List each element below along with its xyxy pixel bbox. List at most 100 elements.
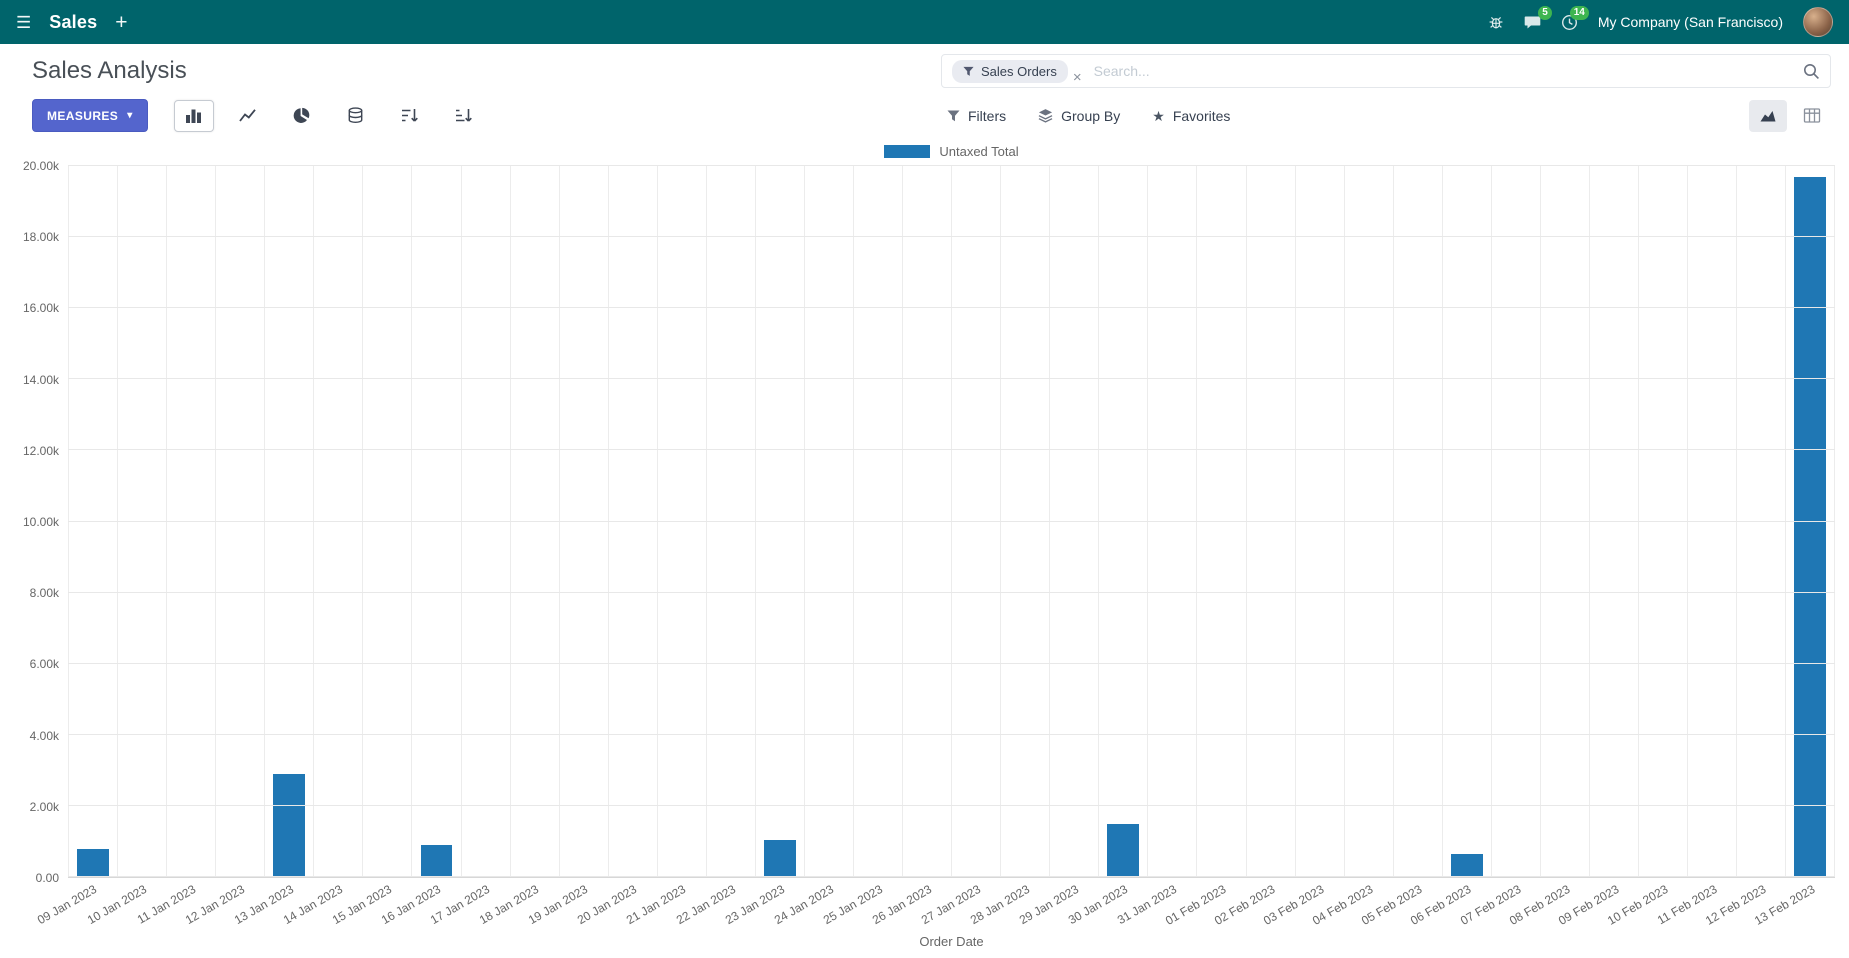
- bar-chart-button[interactable]: [173, 99, 214, 132]
- chart-column: [362, 166, 411, 877]
- gridline: [68, 520, 1835, 522]
- search-bar[interactable]: Sales Orders ×: [941, 54, 1831, 88]
- user-avatar[interactable]: [1803, 7, 1833, 37]
- chart-column: [1000, 166, 1049, 877]
- gridline: [68, 804, 1835, 806]
- sort-amount-asc-icon: [456, 109, 473, 122]
- apps-menu-icon[interactable]: ☰: [16, 12, 32, 32]
- chart-bar[interactable]: [420, 845, 453, 877]
- y-tick-label: 18.00k: [22, 230, 59, 245]
- y-axis: 0.00 2.00k 4.00k 6.00k 8.00k 10.00k 12.00k 14.0…: [0, 159, 68, 885]
- pie-chart-button[interactable]: [282, 100, 322, 132]
- chart-column: [117, 166, 166, 877]
- gridline: [68, 236, 1835, 238]
- chart-column: [411, 166, 460, 877]
- pie-chart-icon: [293, 107, 310, 123]
- chart-column: [1441, 166, 1491, 877]
- chart-column: [264, 166, 313, 877]
- chart-column: [313, 166, 362, 877]
- chart-column: [1687, 166, 1736, 877]
- y-tick-label: 12.00k: [22, 443, 59, 458]
- gridline: [68, 378, 1835, 380]
- x-axis: 09 Jan 2023 10 Jan 2023 11 Jan 2023 12 Jan …: [35, 878, 1835, 934]
- chart-column: [166, 166, 215, 877]
- company-switcher[interactable]: My Company (San Francisco): [1597, 14, 1783, 30]
- chart-column: [1343, 166, 1393, 877]
- chart-column: [803, 166, 853, 877]
- chart-column: [1147, 166, 1196, 877]
- y-tick-label: 0.00: [35, 871, 59, 885]
- pivot-view-button[interactable]: [1793, 100, 1831, 132]
- app-name[interactable]: Sales: [49, 11, 98, 32]
- search-facet[interactable]: Sales Orders: [952, 59, 1068, 83]
- line-chart-button[interactable]: [228, 100, 268, 132]
- filters-label: Filters: [968, 107, 1007, 124]
- filters-button[interactable]: Filters: [947, 108, 1006, 124]
- sort-descending-button[interactable]: [390, 100, 430, 132]
- favorites-label: Favorites: [1172, 107, 1231, 124]
- messages-icon[interactable]: 5: [1524, 6, 1552, 30]
- gridline: [68, 165, 1835, 166]
- chart-column: [853, 166, 902, 877]
- y-tick-label: 16.00k: [22, 301, 59, 316]
- chart-type-group: [173, 99, 484, 132]
- plot-area: [68, 165, 1836, 878]
- y-tick-label: 2.00k: [29, 799, 59, 814]
- gridline: [68, 307, 1835, 309]
- graph-view-button[interactable]: [1749, 99, 1787, 132]
- chart-bar[interactable]: [77, 848, 109, 877]
- activities-icon[interactable]: 14: [1561, 5, 1589, 31]
- y-tick-label: 10.00k: [22, 515, 59, 529]
- search-icon[interactable]: [1803, 63, 1820, 80]
- sort-ascending-button[interactable]: [444, 100, 484, 132]
- chart-column: [1588, 166, 1638, 877]
- search-facet-label: Sales Orders: [981, 63, 1057, 79]
- filter-icon: [963, 66, 974, 76]
- chart-column: [951, 166, 1000, 877]
- y-tick-label: 14.00k: [22, 372, 59, 387]
- facet-remove-icon[interactable]: ×: [1072, 68, 1082, 86]
- bug-icon-svg: [1489, 16, 1503, 29]
- chart-legend[interactable]: Untaxed Total: [68, 136, 1835, 166]
- line-chart-icon: [239, 109, 256, 122]
- chart-column: [558, 166, 608, 877]
- chat-bubble-icon: [1524, 16, 1541, 29]
- plus-icon[interactable]: +: [115, 10, 128, 34]
- chart-column: [1245, 166, 1295, 877]
- chart-column: [1785, 166, 1836, 877]
- chart-column: [1490, 166, 1540, 877]
- group-by-label: Group By: [1061, 107, 1121, 124]
- chart-column: [460, 166, 510, 877]
- chart-column: [1294, 166, 1344, 877]
- star-icon: ★: [1152, 107, 1165, 124]
- measures-label: MEASURES: [47, 108, 119, 123]
- chart-bar[interactable]: [273, 773, 306, 877]
- measures-button[interactable]: MEASURES ▾: [32, 99, 148, 132]
- control-panel: Sales Analysis Sales Orders × MEASURES ▾: [0, 44, 1849, 136]
- bars-row: [68, 166, 1836, 877]
- chart-column: [1098, 166, 1147, 877]
- layers-icon: [1038, 108, 1053, 123]
- y-tick-label: 20.00k: [22, 159, 59, 173]
- sales-analysis-chart: Untaxed Total 0.00 2.00k 4.00k 6.00k 8.00k 10…: [0, 136, 1849, 958]
- search-input[interactable]: [1081, 63, 1803, 79]
- favorites-button[interactable]: ★ Favorites: [1152, 108, 1230, 124]
- chart-column: [902, 166, 951, 877]
- sort-amount-desc-icon: [402, 109, 419, 122]
- chart-bar[interactable]: [1107, 823, 1140, 877]
- bug-icon[interactable]: [1488, 14, 1504, 30]
- chart-bar[interactable]: [764, 839, 796, 877]
- gridline: [68, 733, 1835, 735]
- top-navbar: ☰ Sales + 5 14 My Company (San Francisco…: [0, 0, 1849, 44]
- chart-bar[interactable]: [1450, 853, 1483, 877]
- chart-column: [1049, 166, 1098, 877]
- chart-column: [509, 166, 559, 877]
- gridline: [68, 449, 1835, 451]
- stacked-toggle-button[interactable]: [336, 100, 376, 132]
- y-tick-label: 4.00k: [29, 728, 59, 743]
- legend-swatch: [884, 144, 931, 158]
- chart-bar[interactable]: [1794, 176, 1827, 877]
- group-by-button[interactable]: Group By: [1038, 108, 1120, 124]
- chart-column: [1539, 166, 1589, 877]
- y-tick-label: 6.00k: [29, 657, 59, 672]
